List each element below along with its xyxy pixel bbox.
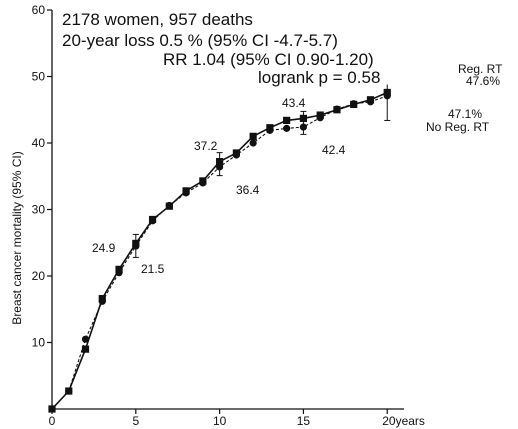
annotation-10-lower: 36.4 [236,183,260,197]
marker-no-reg-rt [115,269,123,277]
marker-reg-rt [81,345,90,353]
legend-no-reg-rt-value: 47.1% [448,107,482,121]
legend-reg-rt: Reg. RT [458,62,503,76]
annotation-5-lower: 21.5 [141,262,165,276]
header-line-3: RR 1.04 (95% CI 0.90-1.20) [163,50,374,69]
marker-no-reg-rt [283,124,291,132]
marker-reg-rt [299,114,308,122]
marker-no-reg-rt [148,217,157,225]
marker-no-reg-rt [65,387,73,395]
marker-no-reg-rt [333,105,341,113]
annotation-5-upper: 24.9 [92,241,116,255]
error-bars [132,84,391,258]
axis-ticks: 0 5 10 15 20years 10 20 30 40 50 60 [32,3,425,428]
marker-no-reg-rt [98,297,106,305]
y-tick-label: 20 [32,269,46,283]
data-markers [48,88,391,413]
marker-no-reg-rt [266,126,274,134]
marker-no-reg-rt [132,242,140,250]
marker-no-reg-rt [249,139,257,147]
x-tick-label: 10 [213,414,227,428]
marker-no-reg-rt [199,179,207,187]
annotation-15-upper: 43.4 [282,96,306,110]
marker-no-reg-rt [366,98,375,106]
y-tick-label: 30 [32,203,46,217]
header-line-4: logrank p = 0.58 [258,68,380,87]
marker-no-reg-rt [182,189,190,197]
legend-reg-rt-value: 47.6% [466,74,500,88]
marker-reg-rt [283,116,291,124]
marker-no-reg-rt [316,114,324,122]
marker-no-reg-rt [383,92,391,100]
x-tick-label: 15 [297,414,311,428]
marker-no-reg-rt [165,201,173,210]
x-tick-label: 0 [49,414,56,428]
marker-no-reg-rt [81,335,90,343]
y-tick-label: 50 [32,70,46,84]
marker-reg-rt [216,158,224,166]
y-axis-label: Breast cancer mortality (95% CI) [10,151,24,324]
y-tick-label: 40 [32,136,46,150]
marker-no-reg-rt [350,100,358,108]
marker-no-reg-rt [232,151,240,159]
header-line-2: 20-year loss 0.5 % (95% CI -4.7-5.7) [62,31,338,50]
marker-no-reg-rt [48,405,56,413]
header-line-1: 2178 women, 957 deaths [62,10,253,29]
marker-reg-rt [249,132,257,140]
legend-no-reg-rt: No Reg. RT [426,120,490,134]
y-tick-label: 60 [32,3,46,17]
annotation-15-lower: 42.4 [322,143,346,157]
y-tick-label: 10 [32,336,46,350]
x-tick-label: 5 [132,414,139,428]
x-tick-label: 20years [382,414,425,428]
marker-no-reg-rt [299,123,308,131]
marker-no-reg-rt [216,163,224,171]
annotation-10-upper: 37.2 [194,139,218,153]
